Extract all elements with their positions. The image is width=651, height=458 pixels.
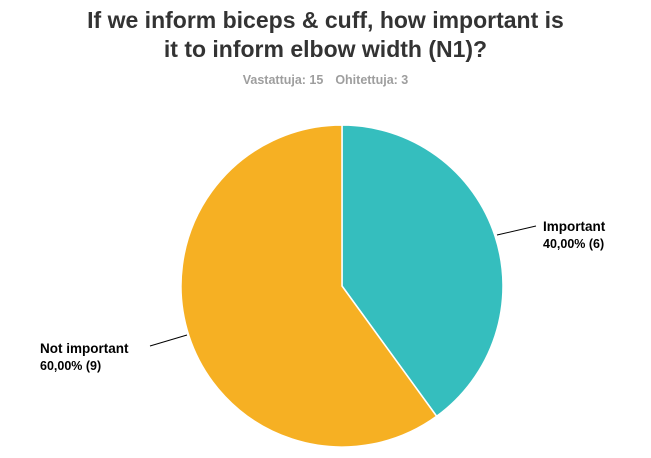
pie-slices [180,124,504,448]
pie-labels: Important 40,00% (6) Not important 60,00% (… [40,219,606,373]
leader-line-not-important [149,334,188,347]
skipped-count: Ohitettuja: 3 [335,73,409,87]
chart-title: If we inform biceps & cuff, how importan… [0,6,651,64]
chart-title-line-2: it to inform elbow width (N1)? [163,36,488,62]
slice-value-important: 40,00% (6) [543,237,604,251]
response-stats: Vastattuja: 15 Ohitettuja: 3 [0,73,651,87]
slice-label-not-important: Not important [40,341,129,356]
chart-title-line-1: If we inform biceps & cuff, how importan… [87,7,564,33]
answered-count: Vastattuja: 15 [242,73,324,87]
pie-slice-important [341,124,504,418]
leader-line-important [496,225,537,236]
pie-slice-not-important [180,124,438,448]
slice-value-not-important: 60,00% (9) [40,359,101,373]
slice-label-important: Important [543,219,606,234]
